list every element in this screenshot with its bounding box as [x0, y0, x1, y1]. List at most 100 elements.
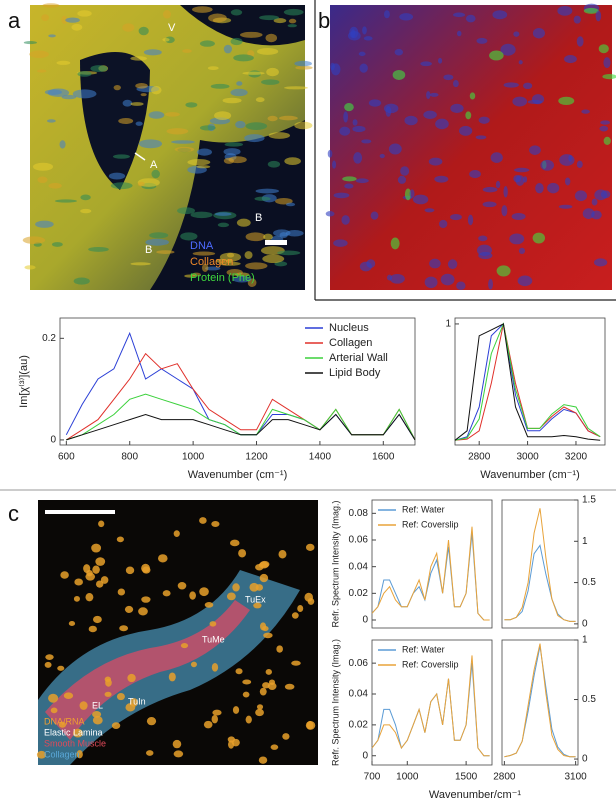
texture	[185, 102, 198, 108]
texture	[384, 10, 390, 19]
texture	[58, 721, 67, 728]
series-line	[371, 526, 490, 621]
texture	[205, 266, 221, 271]
y-tick-label: 0	[362, 615, 368, 626]
legend-label: Nucleus	[329, 322, 369, 334]
texture	[201, 263, 209, 273]
y-tick-label: 1	[445, 319, 451, 330]
texture	[233, 54, 254, 62]
texture	[489, 50, 504, 61]
texture	[602, 73, 616, 80]
texture	[174, 146, 195, 153]
texture	[36, 750, 47, 759]
texture	[456, 30, 462, 37]
texture	[500, 43, 516, 56]
texture	[72, 89, 97, 99]
texture	[306, 720, 314, 730]
texture	[259, 573, 269, 583]
texture	[260, 622, 267, 631]
texture	[209, 621, 217, 627]
x-tick-label: 3100	[565, 772, 588, 783]
texture	[581, 109, 590, 114]
texture	[352, 125, 366, 133]
texture	[267, 160, 281, 168]
texture	[426, 91, 431, 100]
legend-label: Lipid Body	[329, 367, 381, 379]
texture	[199, 40, 215, 47]
texture	[423, 110, 437, 119]
annotation: TuIn	[128, 696, 146, 706]
texture	[285, 230, 304, 237]
texture	[172, 739, 182, 749]
texture	[48, 34, 56, 38]
x-tick-label: 2800	[493, 772, 516, 783]
texture	[603, 57, 611, 69]
texture	[424, 276, 438, 289]
texture	[273, 229, 291, 237]
texture	[238, 549, 247, 558]
texture	[245, 122, 268, 130]
texture	[591, 198, 598, 206]
texture	[439, 219, 448, 229]
y-tick-label: 0	[50, 435, 56, 446]
texture	[475, 135, 487, 140]
texture	[73, 595, 80, 602]
texture	[51, 242, 63, 247]
texture	[284, 157, 301, 165]
texture	[503, 82, 519, 88]
texture	[73, 277, 90, 285]
texture	[255, 97, 265, 103]
image-label: V	[168, 22, 176, 34]
texture	[48, 182, 62, 189]
plot-frame	[454, 317, 606, 446]
texture	[355, 178, 369, 184]
texture	[518, 60, 523, 65]
y-tick-label: 1	[582, 635, 588, 646]
texture	[379, 153, 385, 159]
texture	[35, 220, 54, 228]
texture	[244, 134, 265, 143]
texture	[603, 136, 611, 145]
texture	[166, 128, 189, 135]
texture	[232, 583, 240, 592]
texture	[77, 71, 92, 77]
texture	[344, 103, 354, 112]
texture	[599, 125, 609, 132]
texture	[259, 15, 280, 21]
x-tick-label: 800	[121, 452, 138, 463]
texture	[305, 543, 315, 551]
y-tick-label: 0	[582, 754, 588, 765]
texture	[249, 582, 259, 592]
texture	[476, 37, 488, 44]
y-tick-label: 0.04	[349, 561, 369, 572]
texture	[342, 176, 357, 182]
texture	[105, 678, 112, 687]
texture	[513, 31, 520, 37]
plot-frame	[371, 639, 493, 766]
texture	[177, 207, 196, 215]
texture	[368, 99, 382, 107]
texture	[492, 10, 508, 20]
texture	[467, 214, 474, 226]
texture	[192, 251, 216, 256]
texture	[80, 208, 92, 214]
x-tick-label: 2800	[468, 452, 491, 463]
texture	[512, 96, 528, 107]
texture	[576, 36, 584, 47]
y-tick-label: 0	[362, 750, 368, 761]
texture	[478, 235, 488, 242]
texture	[90, 65, 108, 72]
legend-label: Ref: Coverslip	[402, 519, 459, 529]
texture	[48, 693, 59, 703]
series-line	[454, 323, 601, 441]
texture	[447, 259, 458, 270]
texture	[61, 94, 77, 100]
texture	[29, 50, 49, 58]
texture	[23, 41, 37, 45]
texture	[214, 111, 232, 120]
texture	[469, 92, 476, 100]
texture	[453, 79, 459, 88]
y-tick-label: 0.5	[582, 694, 596, 705]
series-line	[504, 645, 576, 758]
